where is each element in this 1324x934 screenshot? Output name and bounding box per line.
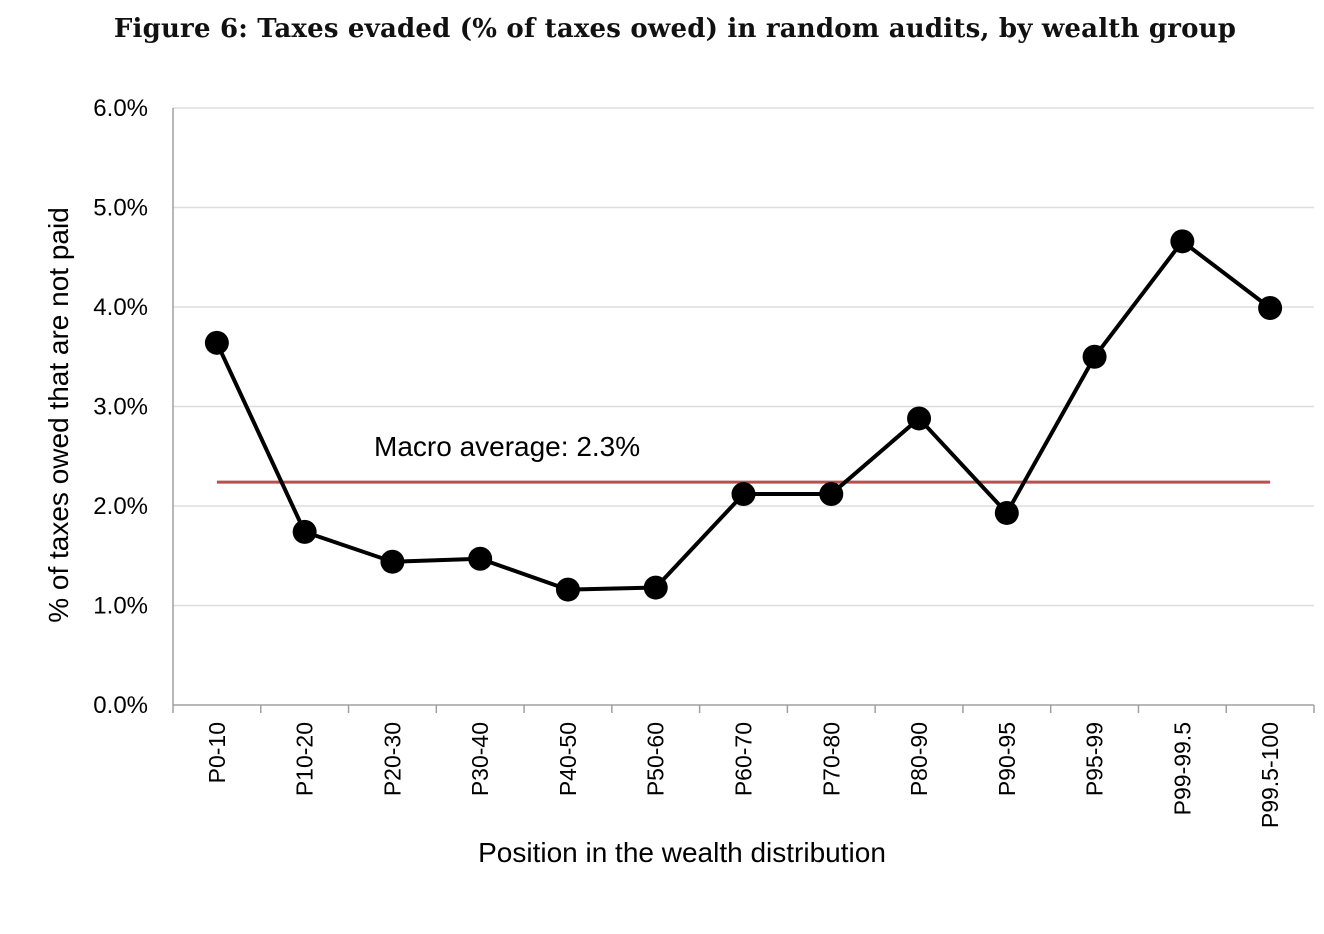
y-tick-label: 4.0% [93,294,148,321]
x-tick-label: P40-50 [555,722,581,796]
x-tick-label: P90-95 [994,722,1020,796]
x-tick-label: P0-10 [204,722,230,783]
x-tick-label: P99.5-100 [1257,722,1283,828]
data-point-P99.5-100 [1258,295,1283,320]
y-tick-label: 2.0% [93,493,148,520]
data-point-P60-70 [731,482,756,507]
axes [172,108,1315,713]
x-tick-label: P70-80 [818,722,844,796]
x-tick-label: P10-20 [292,722,318,796]
x-tick-label: P30-40 [467,722,493,796]
y-tick-label: 1.0% [93,593,148,620]
macro-average-label: Macro average: 2.3% [374,431,640,462]
data-point-P95-99 [1082,344,1107,369]
data-point-P70-80 [819,482,844,507]
y-axis-label: % of taxes owed that are not paid [43,207,74,623]
x-tick-label: P50-60 [643,722,669,796]
x-tick-label: P99-99.5 [1169,722,1195,815]
x-tick-label: P95-99 [1082,722,1108,796]
y-tick-label: 3.0% [93,394,148,421]
data-point-P0-10 [204,330,229,355]
data-point-P20-30 [380,549,405,574]
series-line [215,239,1272,592]
data-point-P50-60 [643,575,668,600]
x-tick-label: P20-30 [379,722,405,796]
data-point-P90-95 [994,500,1019,525]
x-tick-label: P60-70 [731,722,757,796]
data-point-P10-20 [292,519,317,544]
x-axis-label: Position in the wealth distribution [478,837,886,868]
gridlines [173,107,1314,607]
y-tick-label: 0.0% [93,692,148,719]
y-tick-label: 5.0% [93,195,148,222]
y-tick-labels: 0.0% 1.0% 2.0% 3.0% 4.0% 5.0% 6.0% [93,95,148,719]
y-tick-label: 6.0% [93,95,148,122]
figure-title: Figure 6: Taxes evaded (% of taxes owed)… [113,14,1237,44]
x-tick-labels: P0-10 P10-20 P20-30 P30-40 P40-50 P50-60 P60-7… [204,722,1283,828]
data-point-P40-50 [555,577,580,602]
series-group [204,229,1283,602]
x-tick-label: P80-90 [906,722,932,796]
data-point-P99-99.5 [1170,229,1195,254]
data-point-P30-40 [468,546,493,571]
data-point-P80-90 [907,406,932,431]
